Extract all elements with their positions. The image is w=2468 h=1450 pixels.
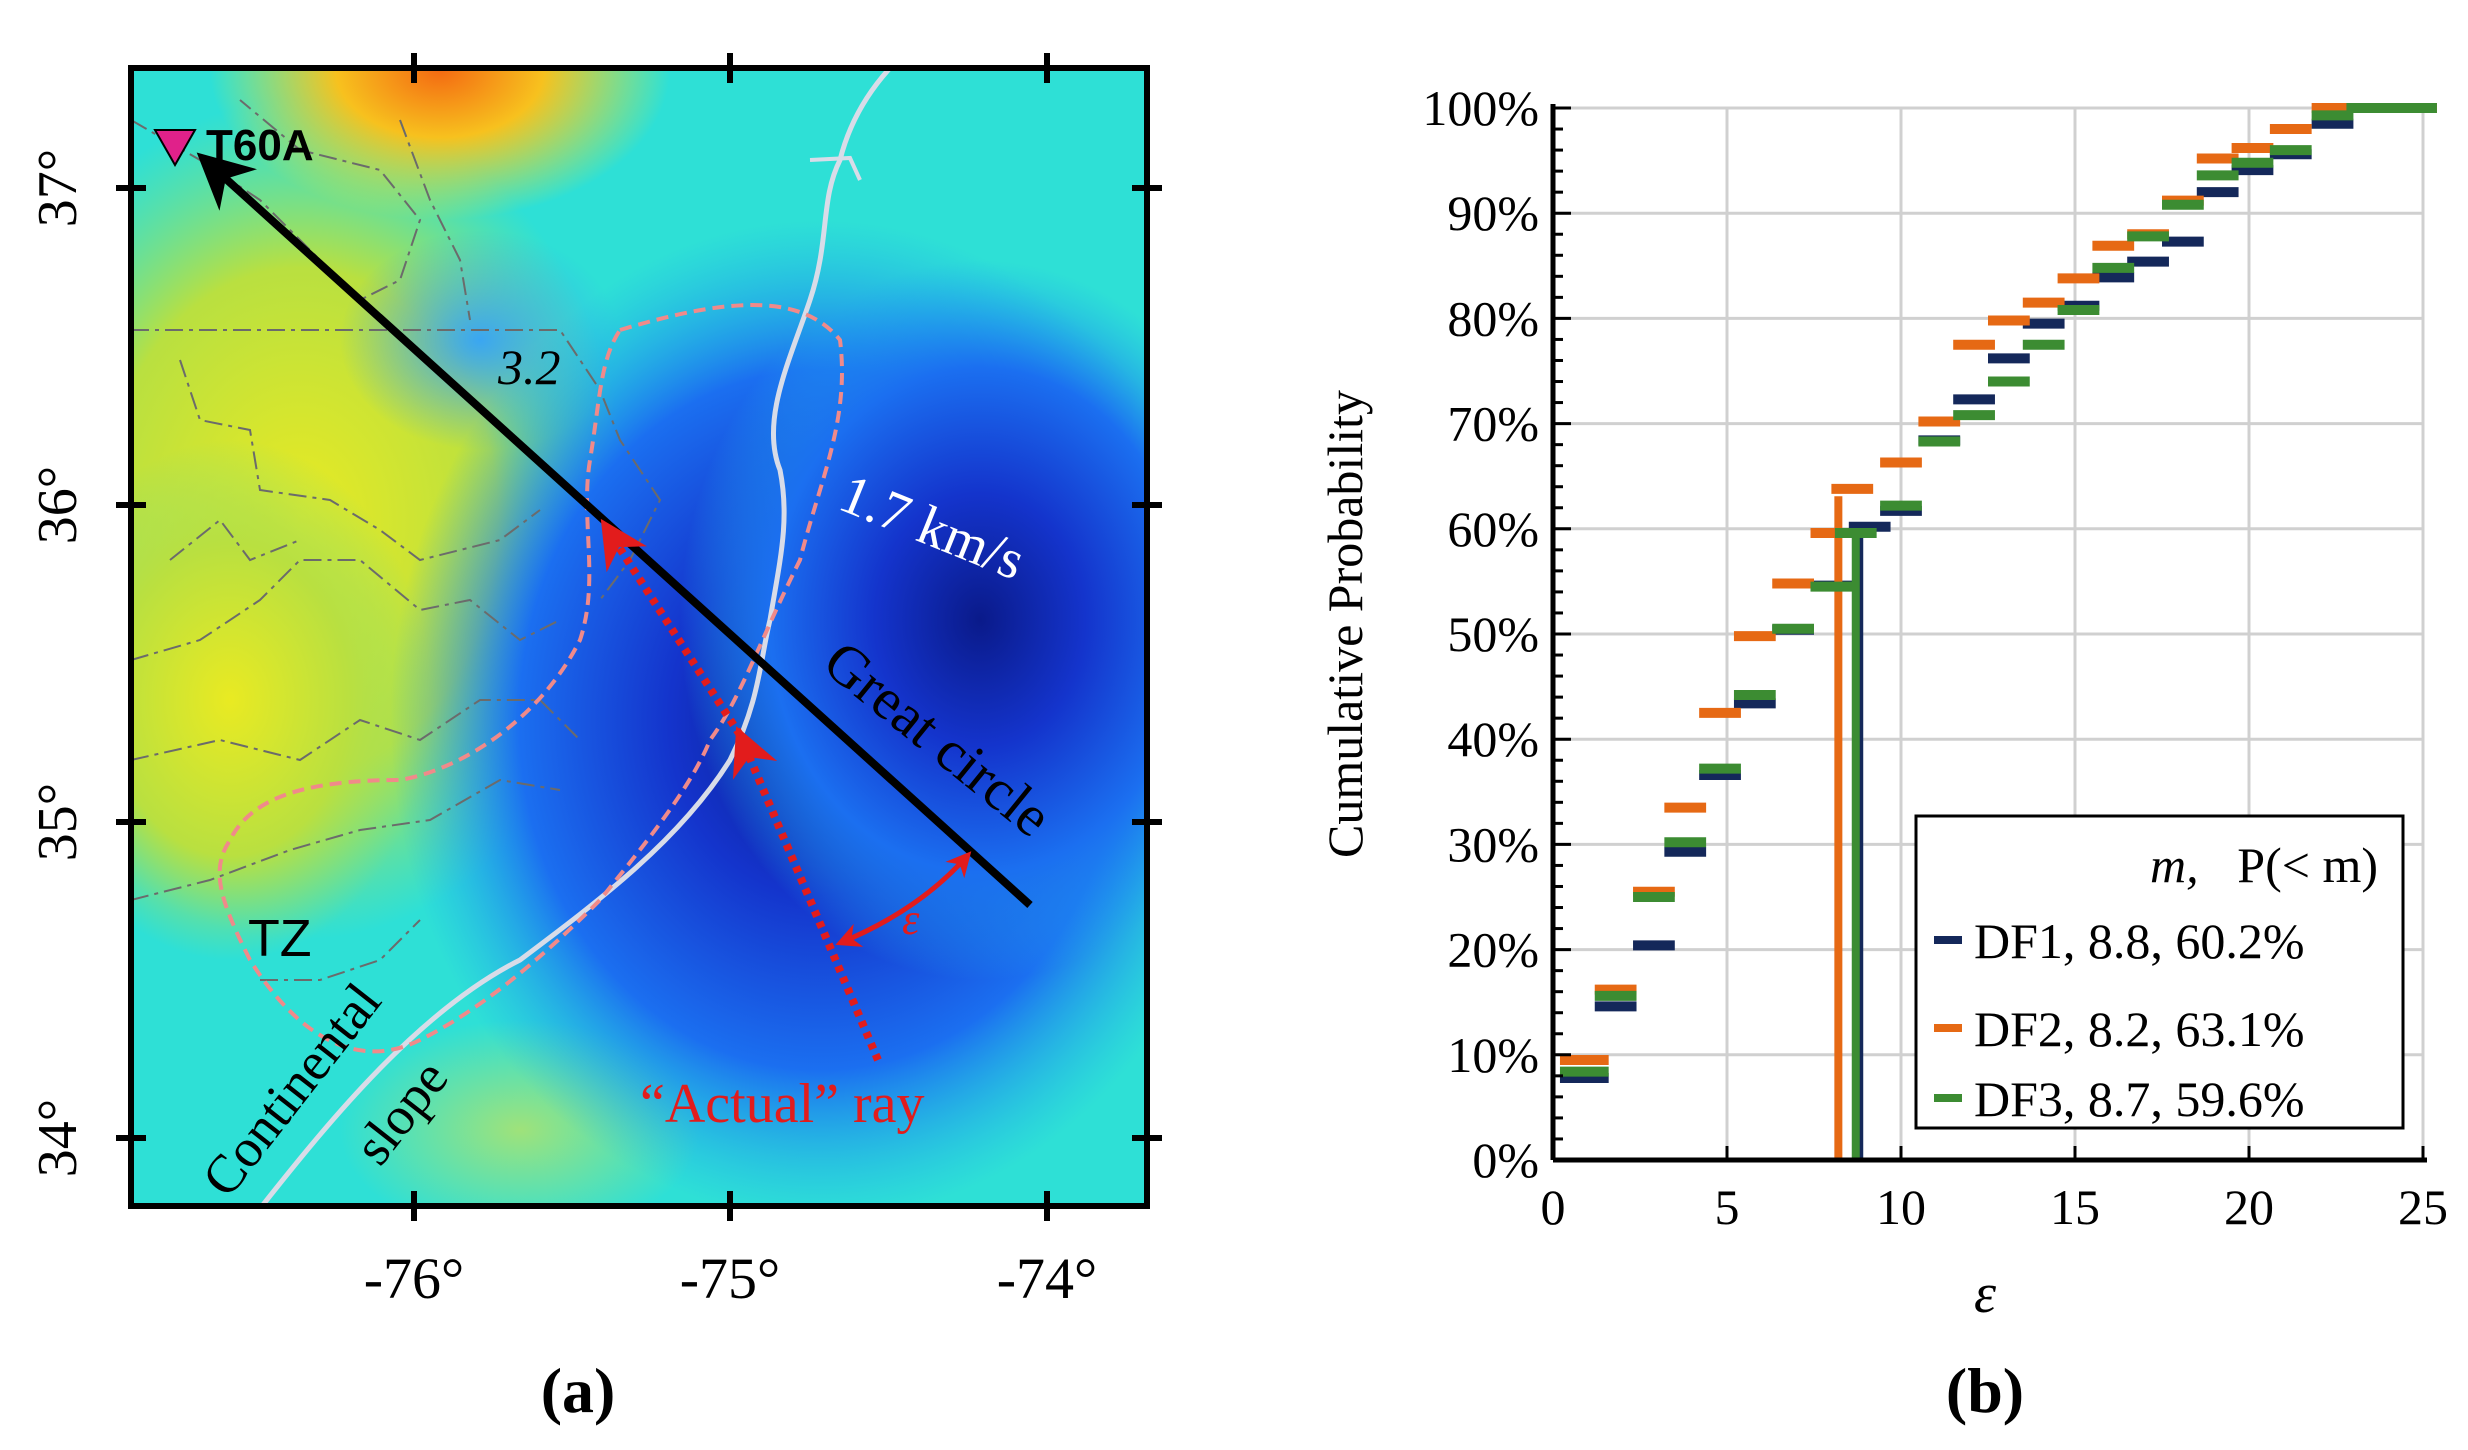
chart-steps bbox=[1559, 103, 2437, 1160]
y-axis-label: Cumulative Probability bbox=[1317, 390, 1373, 858]
chart-axes bbox=[1550, 104, 2427, 1163]
x-tick-label: 20 bbox=[2224, 1179, 2274, 1235]
lon-tick-marks bbox=[411, 53, 1050, 1221]
zone-label: TZ bbox=[248, 910, 312, 968]
panel-b-caption: (b) bbox=[1946, 1355, 2024, 1426]
y-tick-label: 90% bbox=[1447, 185, 1539, 241]
x-tick-label: 5 bbox=[1715, 1179, 1740, 1235]
actual-ray-upper bbox=[600, 518, 744, 738]
epsilon-label: ε bbox=[902, 895, 920, 944]
y-tick-label: 70% bbox=[1447, 396, 1539, 452]
y-tick-label: 100% bbox=[1422, 80, 1539, 136]
chart-tick-labels: 0% 10% 20% 30% 40% 50% 60% 70% 80% 90% 100% 0 5 10 15 2… bbox=[1422, 80, 2448, 1235]
chart-legend: m, P(< m) DF1, 8.8, 60.2% DF2, 8.2, 63.1… bbox=[1914, 814, 2405, 1130]
chart-panel: 0% 10% 20% 30% 40% 50% 60% 70% 80% 90% 100% 0 5 10 15 2… bbox=[1317, 80, 2448, 1426]
velocity-map: T60A 3.2 1.7 km/s Great circle TZ Contin… bbox=[131, 68, 1147, 1206]
x-tick-label: 10 bbox=[1876, 1179, 1926, 1235]
legend-item-df3: DF3, 8.7, 59.6% bbox=[1974, 1071, 2305, 1127]
map-frame bbox=[128, 65, 1150, 1209]
lat-tick-marks bbox=[116, 185, 1162, 1141]
station-triangle bbox=[153, 129, 197, 168]
lon-tick-labels: -76° -75° -74° bbox=[364, 1246, 1098, 1311]
map-panel: T60A 3.2 1.7 km/s Great circle TZ Contin… bbox=[27, 53, 1162, 1426]
contour-value-label: 3.2 bbox=[497, 339, 561, 395]
lat-tick-label: 34° bbox=[27, 1099, 89, 1177]
legend-item-df1: DF1, 8.8, 60.2% bbox=[1974, 913, 2305, 969]
lon-tick-label: -74° bbox=[997, 1246, 1098, 1311]
epsilon-arc bbox=[835, 851, 972, 947]
y-tick-label: 50% bbox=[1447, 606, 1539, 662]
lat-tick-label: 35° bbox=[27, 783, 89, 861]
x-tick-label: 25 bbox=[2398, 1179, 2448, 1235]
x-axis-label: ε bbox=[1974, 1263, 1997, 1325]
lon-tick-label: -75° bbox=[680, 1246, 781, 1311]
station-label: T60A bbox=[206, 121, 314, 170]
y-tick-label: 60% bbox=[1447, 501, 1539, 557]
y-tick-label: 40% bbox=[1447, 711, 1539, 767]
lat-tick-labels: 34° 35° 36° 37° bbox=[27, 149, 89, 1177]
lat-tick-label: 36° bbox=[27, 466, 89, 544]
panel-a-caption: (a) bbox=[541, 1355, 616, 1426]
lon-tick-label: -76° bbox=[364, 1246, 465, 1311]
lat-tick-label: 37° bbox=[27, 149, 89, 227]
y-tick-label: 0% bbox=[1472, 1132, 1539, 1188]
legend-box bbox=[1914, 814, 2405, 1130]
legend-header-m: m, bbox=[2150, 837, 2199, 893]
x-tick-label: 15 bbox=[2050, 1179, 2100, 1235]
actual-ray-label: “Actual” ray bbox=[640, 1073, 924, 1135]
y-tick-label: 10% bbox=[1447, 1027, 1539, 1083]
y-tick-label: 80% bbox=[1447, 290, 1539, 346]
velocity-contour bbox=[217, 303, 844, 1054]
x-tick-label: 0 bbox=[1541, 1179, 1566, 1235]
legend-item-df2: DF2, 8.2, 63.1% bbox=[1974, 1001, 2305, 1057]
y-tick-label: 30% bbox=[1447, 816, 1539, 872]
legend-header-p: P(< m) bbox=[2237, 837, 2378, 893]
y-tick-label: 20% bbox=[1447, 922, 1539, 978]
